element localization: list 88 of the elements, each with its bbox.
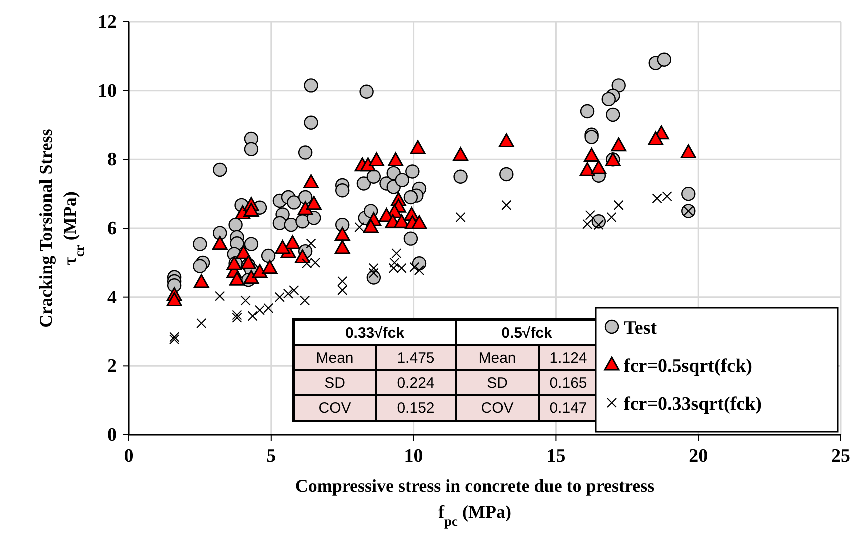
point	[354, 222, 365, 233]
point	[334, 227, 350, 242]
point	[306, 238, 316, 249]
point	[212, 236, 228, 250]
point	[369, 152, 385, 166]
x-axis-title: Compressive stress in concrete due to prestress f$_{pc}$ (MPa)	[295, 476, 655, 528]
annotation: Mean	[478, 350, 516, 367]
annotation: 0.152	[397, 400, 435, 417]
annotation: SD	[324, 375, 346, 392]
point	[229, 272, 245, 286]
point	[244, 203, 260, 218]
point	[306, 196, 322, 210]
point	[248, 311, 258, 322]
point	[304, 174, 320, 188]
point	[614, 200, 624, 210]
point	[580, 162, 596, 176]
point	[283, 288, 294, 299]
annotation: 1.475	[397, 350, 435, 367]
point	[585, 210, 596, 220]
point	[240, 255, 256, 270]
point	[232, 312, 242, 324]
y-tick-label: 4	[108, 287, 118, 308]
point	[498, 134, 514, 148]
legend-label: fcr=0.33sqrt(fck)	[624, 394, 762, 415]
point	[456, 212, 466, 223]
point	[274, 292, 285, 302]
point	[502, 200, 512, 210]
point	[244, 270, 260, 284]
y-tick-label: 10	[98, 80, 117, 102]
annotation: 0.5√fck	[502, 325, 554, 342]
x-tick-label: 20	[689, 446, 708, 467]
point	[275, 240, 291, 254]
x-tick-label: 15	[546, 446, 566, 467]
x-tick-label: 0	[124, 446, 134, 467]
point	[285, 235, 301, 250]
point	[252, 264, 268, 278]
point	[262, 260, 278, 274]
point	[388, 152, 404, 166]
point	[232, 310, 242, 320]
point	[360, 158, 376, 172]
point	[648, 131, 664, 146]
annotation: 0.147	[550, 400, 588, 417]
point	[170, 332, 180, 342]
point	[338, 285, 348, 296]
point	[215, 291, 226, 302]
point	[338, 276, 348, 287]
y-tick-label: 12	[98, 12, 117, 33]
point	[298, 201, 314, 216]
annotation: COV	[318, 400, 352, 417]
y-tick-label: 6	[108, 218, 117, 240]
point	[414, 265, 425, 276]
y-tick-label: 2	[108, 356, 117, 378]
point	[390, 258, 400, 268]
point	[606, 212, 617, 223]
point	[289, 285, 300, 296]
annotation: 1.124	[550, 350, 588, 367]
point	[334, 240, 350, 254]
x-tick-label: 5	[266, 446, 276, 467]
point	[300, 296, 310, 306]
point	[196, 318, 207, 329]
point	[240, 296, 251, 306]
point	[611, 138, 627, 152]
x-tick-label: 10	[404, 446, 424, 467]
x-tick-label: 25	[832, 446, 850, 467]
annotation: SD	[487, 375, 508, 392]
point	[170, 334, 180, 345]
point	[680, 144, 696, 159]
annotation: 0.224	[397, 375, 435, 392]
point	[412, 215, 428, 230]
point	[368, 263, 379, 274]
point	[453, 147, 469, 162]
annotation: COV	[481, 400, 514, 417]
point	[584, 148, 600, 162]
y-tick-label: 0	[108, 425, 117, 446]
point	[392, 248, 402, 259]
point	[194, 274, 210, 288]
annotation: 0.33√fck	[345, 325, 406, 342]
point	[363, 219, 379, 234]
annotation: 0.165	[550, 375, 588, 392]
legend-label: Test	[624, 318, 658, 339]
legend-label: fcr=0.5sqrt(fck)	[624, 356, 752, 377]
point	[591, 160, 607, 174]
point	[410, 140, 426, 154]
point	[294, 250, 310, 264]
point	[166, 292, 182, 307]
y-tick-label: 8	[108, 150, 117, 171]
annotation: Mean	[316, 350, 354, 367]
point	[236, 245, 252, 260]
